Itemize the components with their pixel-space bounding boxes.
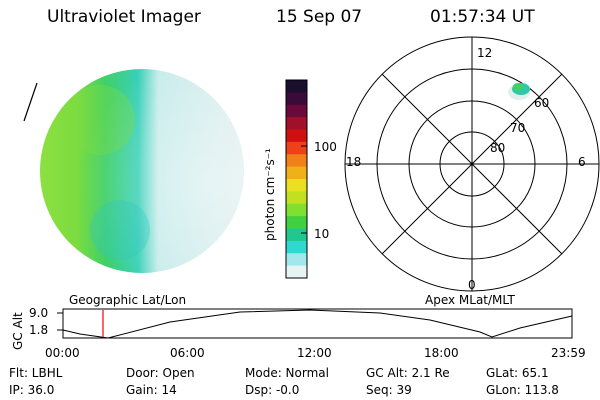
polar-diagonal-2 xyxy=(381,73,563,255)
colorbar-band xyxy=(286,216,307,229)
colorbar-band xyxy=(286,203,307,217)
colorbar-band xyxy=(286,166,307,180)
colorbar-band xyxy=(286,228,307,242)
status-gc-alt: GC Alt: 2.1 Re xyxy=(366,366,450,380)
colorbar-band xyxy=(286,141,307,155)
status-glat: GLat: 65.1 xyxy=(486,366,549,380)
status-mode: Mode: Normal xyxy=(245,366,329,380)
colorbar-band xyxy=(286,191,307,205)
colorbar-band xyxy=(286,154,307,168)
time-label: 01:57:34 UT xyxy=(430,7,535,27)
polar-plot xyxy=(344,36,600,292)
status-dsp: Dsp: -0.0 xyxy=(245,383,300,397)
colorbar-band xyxy=(286,80,307,93)
sun-direction-line xyxy=(23,82,38,122)
colorbar-band xyxy=(286,265,307,279)
colorbar-band xyxy=(286,179,307,192)
orbit-plot xyxy=(57,308,573,339)
colorbar-band xyxy=(286,104,307,118)
status-door: Door: Open xyxy=(126,366,195,380)
orbit-ytick-label-9: 9.0 xyxy=(29,306,49,320)
mlat-label-60: 60 xyxy=(534,96,550,110)
geographic-projection-label: Geographic Lat/Lon xyxy=(69,293,187,307)
status-ip: IP: 36.0 xyxy=(9,383,55,397)
mlt-label-0: 0 xyxy=(468,278,476,292)
uv-earth-image xyxy=(40,69,244,273)
colorbar-band xyxy=(286,92,307,106)
status-glon: GLon: 113.8 xyxy=(486,383,559,397)
orbit-ytick-label-1-8: 1.8 xyxy=(29,323,49,337)
orbit-y-axis-title: GC Alt xyxy=(11,312,25,350)
orbit-xtick-0600: 06:00 xyxy=(170,346,205,360)
colorbar-frame xyxy=(285,79,308,279)
colorbar-band xyxy=(286,129,307,143)
status-seq: Seq: 39 xyxy=(366,383,412,397)
mlat-label-70: 70 xyxy=(510,121,526,135)
colorbar xyxy=(286,80,307,279)
instrument-title: Ultraviolet Imager xyxy=(47,7,201,27)
status-gain: Gain: 14 xyxy=(126,383,177,397)
orbit-xtick-0000: 00:00 xyxy=(45,346,80,360)
mlt-label-18: 18 xyxy=(346,155,362,169)
colorbar-band xyxy=(286,240,307,254)
auroral-blob-core xyxy=(513,83,523,91)
mlat-label-80: 80 xyxy=(490,141,506,155)
apex-projection-label: Apex MLat/MLT xyxy=(425,293,515,307)
date-label: 15 Sep 07 xyxy=(276,7,363,27)
orbit-xtick-1800: 18:00 xyxy=(424,346,459,360)
colorbar-band xyxy=(286,253,307,267)
mlt-label-6: 6 xyxy=(578,155,586,169)
colorbar-unit-label: photon cm⁻²s⁻¹ xyxy=(263,148,277,241)
orbit-xtick-2359: 23:59 xyxy=(551,346,586,360)
colorbar-label-100: 100 xyxy=(314,140,337,154)
colorbar-label-10: 10 xyxy=(314,227,330,241)
orbit-xtick-1200: 12:00 xyxy=(297,346,332,360)
mlt-label-12: 12 xyxy=(477,46,493,60)
orbit-altitude-curve xyxy=(62,309,573,339)
orbit-plot-frame xyxy=(62,308,573,339)
status-filter: Flt: LBHL xyxy=(9,366,63,380)
colorbar-band xyxy=(286,117,307,130)
